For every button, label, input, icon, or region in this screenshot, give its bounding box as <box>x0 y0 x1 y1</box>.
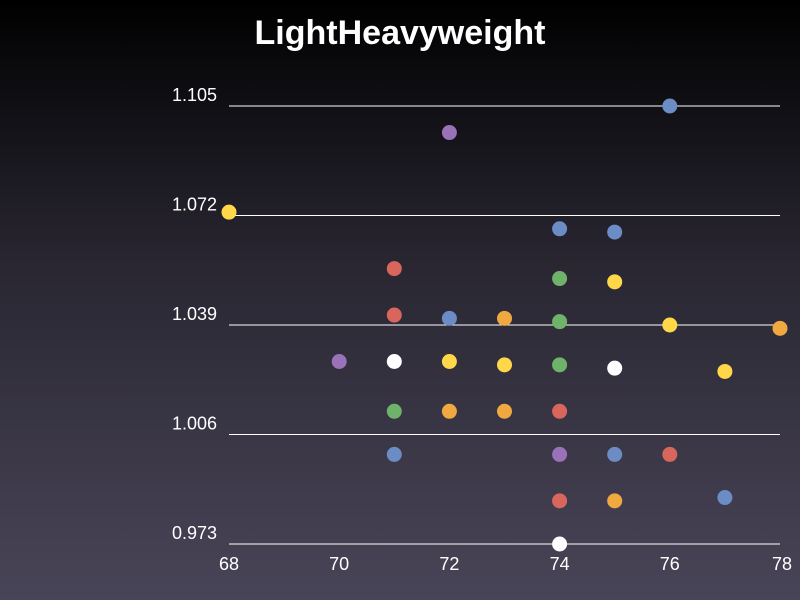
y-tick-label: 1.039 <box>172 304 217 324</box>
data-point <box>607 274 623 290</box>
x-tick-label: 70 <box>329 554 349 574</box>
x-tick-label: 72 <box>439 554 459 574</box>
data-point <box>662 317 678 333</box>
data-point <box>331 354 347 369</box>
data-point <box>441 354 457 369</box>
y-tick-label: 1.105 <box>172 85 217 105</box>
data-point <box>717 490 733 506</box>
data-point <box>552 221 568 237</box>
data-point <box>662 446 678 462</box>
data-point <box>552 271 568 287</box>
data-point <box>441 125 457 141</box>
x-axis-ticks: 68 70 72 74 76 78 <box>219 554 792 574</box>
x-tick-label: 74 <box>550 554 570 574</box>
data-point <box>441 310 457 326</box>
data-point <box>386 261 402 277</box>
data-point <box>386 354 402 369</box>
chart-title: LightHeavyweight <box>254 14 546 52</box>
data-point <box>607 224 623 240</box>
data-point <box>497 357 512 373</box>
data-point <box>552 446 568 462</box>
data-point <box>386 403 402 419</box>
data-point <box>497 403 512 419</box>
data-point <box>441 403 457 419</box>
data-point <box>662 98 678 114</box>
data-point <box>552 493 568 509</box>
data-point <box>607 493 623 509</box>
data-point <box>607 446 623 462</box>
data-points <box>221 98 788 552</box>
data-point <box>772 320 788 336</box>
data-point <box>386 446 402 462</box>
y-tick-label: 1.072 <box>172 195 217 215</box>
data-point <box>221 204 237 220</box>
y-axis-ticks: 0.973 1.006 1.039 1.072 1.105 <box>172 85 217 543</box>
data-point <box>552 536 568 552</box>
data-point <box>552 403 568 419</box>
data-point <box>552 314 568 330</box>
y-tick-label: 0.973 <box>172 523 217 543</box>
y-tick-label: 1.006 <box>172 414 217 434</box>
x-tick-label: 78 <box>772 554 792 574</box>
x-tick-label: 68 <box>219 554 239 574</box>
data-point <box>717 363 733 379</box>
data-point <box>607 360 623 376</box>
data-point <box>552 357 568 373</box>
x-tick-label: 76 <box>660 554 680 574</box>
data-point <box>497 310 512 326</box>
data-point <box>386 307 402 323</box>
